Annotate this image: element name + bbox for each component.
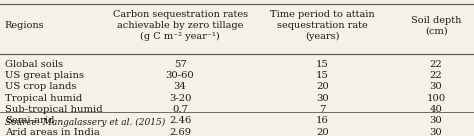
Text: 22: 22	[430, 60, 442, 69]
Text: 22: 22	[430, 71, 442, 80]
Text: Regions: Regions	[5, 21, 45, 30]
Text: 30-60: 30-60	[166, 71, 194, 80]
Text: 57: 57	[174, 60, 186, 69]
Text: 15: 15	[316, 60, 329, 69]
Text: 2.69: 2.69	[169, 128, 191, 136]
Text: 3-20: 3-20	[169, 94, 191, 103]
Text: Carbon sequestration rates
achievable by zero tillage
(g C m⁻² year⁻¹): Carbon sequestration rates achievable by…	[112, 10, 248, 41]
Text: 20: 20	[316, 128, 328, 136]
Text: Global soils: Global soils	[5, 60, 63, 69]
Text: Semi-arid: Semi-arid	[5, 116, 54, 125]
Text: 100: 100	[427, 94, 446, 103]
Text: 30: 30	[430, 116, 442, 125]
Text: US great plains: US great plains	[5, 71, 84, 80]
Text: 16: 16	[316, 116, 328, 125]
Text: 40: 40	[429, 105, 443, 114]
Text: Source: Mangalassery et al. (2015): Source: Mangalassery et al. (2015)	[5, 118, 165, 127]
Text: US crop lands: US crop lands	[5, 82, 76, 91]
Text: 30: 30	[430, 82, 442, 91]
Text: Soil depth
(cm): Soil depth (cm)	[411, 16, 461, 36]
Text: 20: 20	[316, 82, 328, 91]
Text: 34: 34	[173, 82, 187, 91]
Text: 0.7: 0.7	[172, 105, 188, 114]
Text: Sub-tropical humid: Sub-tropical humid	[5, 105, 102, 114]
Text: 30: 30	[430, 128, 442, 136]
Text: Time period to attain
sequestration rate
(years): Time period to attain sequestration rate…	[270, 10, 374, 41]
Text: Tropical humid: Tropical humid	[5, 94, 82, 103]
Text: Arid areas in India: Arid areas in India	[5, 128, 100, 136]
Text: 7: 7	[319, 105, 326, 114]
Text: 30: 30	[316, 94, 328, 103]
Text: 15: 15	[316, 71, 329, 80]
Text: 2.46: 2.46	[169, 116, 191, 125]
